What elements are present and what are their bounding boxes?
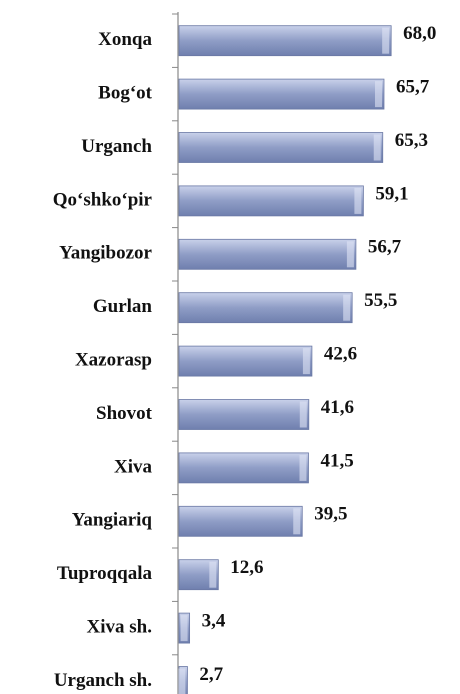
bar-bevel — [302, 348, 310, 375]
value-label: 3,4 — [202, 610, 226, 631]
value-label: 2,7 — [199, 664, 223, 685]
bar-bevel — [373, 134, 381, 161]
bar-bevel — [346, 241, 354, 268]
bar — [178, 185, 364, 217]
value-label: 65,3 — [395, 130, 428, 151]
category-label: Tuproqqala — [57, 563, 153, 584]
value-label: 68,0 — [403, 23, 436, 44]
value-label: 65,7 — [396, 76, 430, 97]
value-label: 41,5 — [320, 450, 353, 471]
category-label: Qo‘shko‘pir — [53, 189, 153, 210]
category-label: Xiva sh. — [87, 616, 152, 637]
bar-bevel — [180, 615, 188, 642]
value-label: 39,5 — [314, 504, 347, 525]
category-label: Urganch — [81, 136, 152, 157]
bar-bevel — [374, 81, 382, 108]
value-label: 41,6 — [321, 397, 354, 418]
bar — [178, 78, 385, 110]
value-label: 56,7 — [368, 237, 402, 258]
bar — [178, 238, 357, 270]
bar — [178, 399, 310, 430]
bar-bevel — [178, 668, 186, 694]
category-label: Xiva — [114, 456, 153, 477]
category-label: Bog‘ot — [98, 82, 153, 103]
category-label: Xazorasp — [75, 349, 152, 370]
bar-bevel — [299, 454, 307, 481]
bar-bevel — [293, 508, 301, 535]
bar-bevel — [354, 187, 362, 214]
category-label: Shovot — [96, 403, 153, 424]
bar-bevel — [299, 401, 307, 428]
bar — [178, 132, 384, 163]
category-label: Urganch sh. — [54, 670, 152, 691]
value-label: 55,5 — [364, 290, 397, 311]
bar — [178, 345, 313, 377]
value-label: 42,6 — [324, 343, 357, 364]
bar — [178, 292, 353, 324]
bar-bevel — [209, 561, 217, 588]
category-label: Gurlan — [93, 296, 153, 317]
bar — [178, 452, 309, 484]
category-label: Yangiariq — [72, 510, 153, 531]
bar — [178, 505, 303, 537]
bar-bevel — [343, 294, 351, 321]
value-label: 59,1 — [375, 183, 408, 204]
value-label: 12,6 — [230, 557, 263, 578]
bar — [178, 25, 392, 57]
category-label: Xonqa — [98, 29, 152, 50]
category-label: Yangibozor — [59, 243, 152, 264]
bar-bevel — [382, 27, 390, 54]
